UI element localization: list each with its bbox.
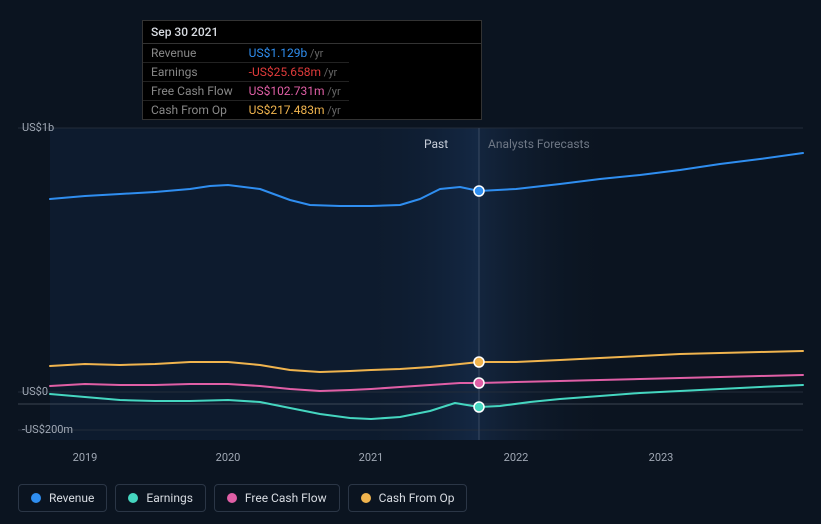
legend-item-fcf[interactable]: Free Cash Flow: [214, 484, 340, 512]
x-axis-tick: 2022: [504, 451, 529, 464]
tooltip-label: Earnings: [143, 63, 241, 82]
y-axis-label: US$0: [22, 385, 48, 398]
legend-dot-icon: [31, 493, 41, 503]
tooltip-label: Cash From Op: [143, 101, 241, 120]
x-axis-tick: 2019: [73, 451, 98, 464]
chart-tooltip: Sep 30 2021 RevenueUS$1.129b /yrEarnings…: [142, 20, 482, 120]
tooltip-table: RevenueUS$1.129b /yrEarnings-US$25.658m …: [143, 44, 349, 119]
tooltip-row: Cash From OpUS$217.483m /yr: [143, 101, 349, 120]
tooltip-row: Free Cash FlowUS$102.731m /yr: [143, 82, 349, 101]
legend-item-cash_op[interactable]: Cash From Op: [348, 484, 468, 512]
legend-item-revenue[interactable]: Revenue: [18, 484, 107, 512]
legend-label: Revenue: [49, 491, 94, 505]
y-axis-label: US$1b: [22, 121, 54, 134]
legend-label: Cash From Op: [379, 491, 455, 505]
legend-label: Free Cash Flow: [245, 491, 327, 505]
legend-item-earnings[interactable]: Earnings: [115, 484, 206, 512]
legend-dot-icon: [227, 493, 237, 503]
x-axis-tick: 2020: [216, 451, 241, 464]
y-axis-label: -US$200m: [22, 423, 73, 436]
tooltip-value: US$1.129b /yr: [241, 44, 349, 63]
tooltip-label: Free Cash Flow: [143, 82, 241, 101]
section-label-past: Past: [424, 137, 448, 151]
tooltip-date: Sep 30 2021: [143, 21, 481, 44]
legend-row: Revenue Earnings Free Cash Flow Cash From O…: [18, 484, 467, 512]
tooltip-row: Earnings-US$25.658m /yr: [143, 63, 349, 82]
legend-dot-icon: [128, 493, 138, 503]
x-axis-tick: 2021: [359, 451, 384, 464]
tooltip-row: RevenueUS$1.129b /yr: [143, 44, 349, 63]
section-label-forecasts: Analysts Forecasts: [488, 137, 590, 151]
financial-chart: Sep 30 2021 RevenueUS$1.129b /yrEarnings…: [0, 0, 821, 524]
x-axis-tick: 2023: [649, 451, 674, 464]
tooltip-label: Revenue: [143, 44, 241, 63]
legend-label: Earnings: [146, 491, 193, 505]
tooltip-value: US$217.483m /yr: [241, 101, 349, 120]
legend-dot-icon: [361, 493, 371, 503]
tooltip-value: US$102.731m /yr: [241, 82, 349, 101]
tooltip-value: -US$25.658m /yr: [241, 63, 349, 82]
